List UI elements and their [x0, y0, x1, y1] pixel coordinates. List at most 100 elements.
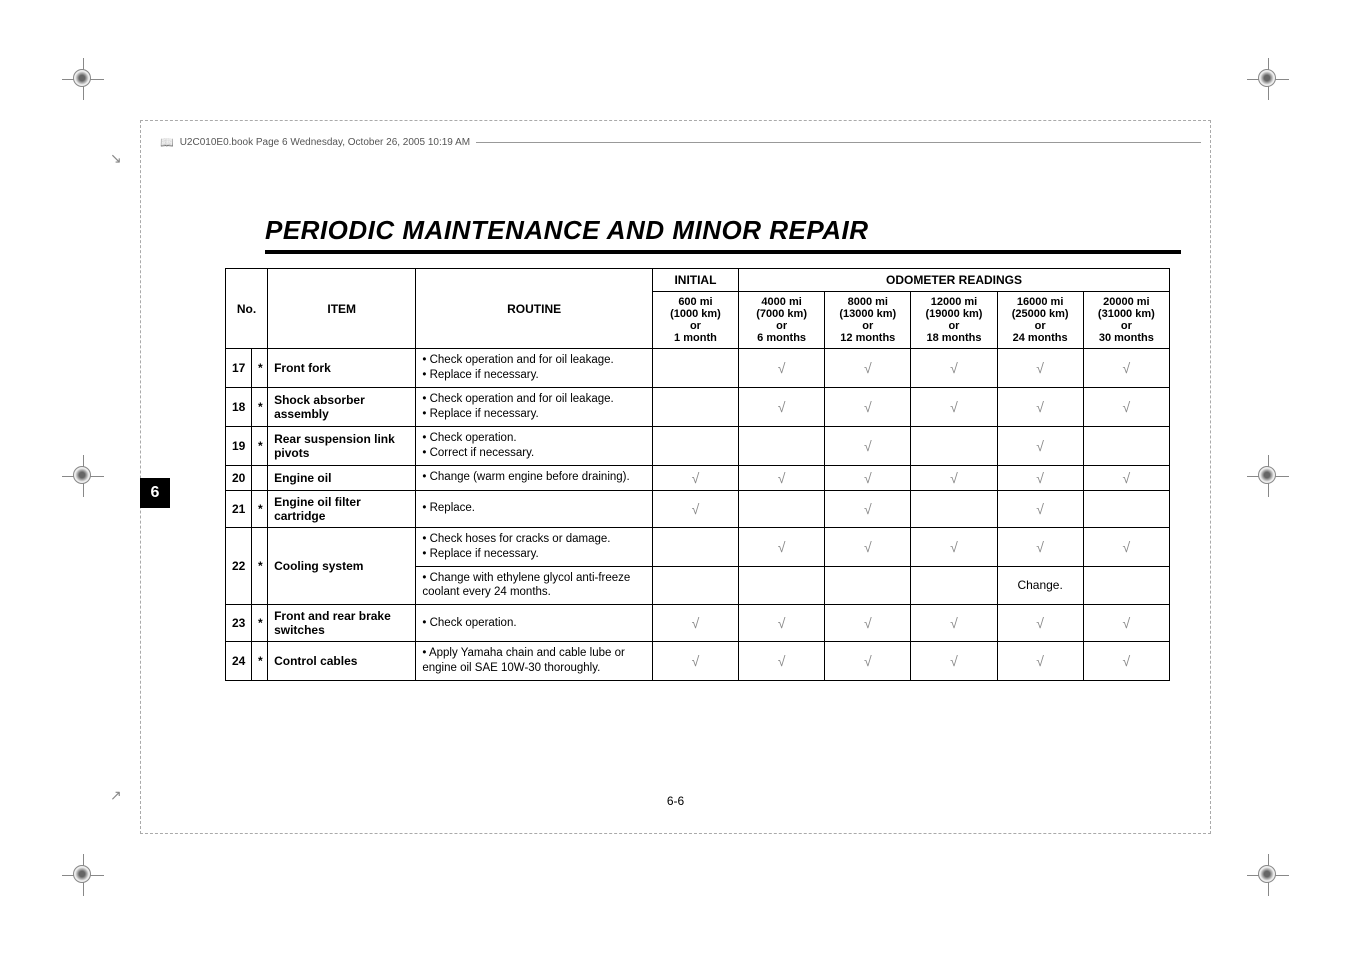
check-cell: √ [997, 605, 1083, 642]
check-cell [652, 566, 738, 605]
check-cell [652, 349, 738, 388]
interval-5: 20000 mi (31000 km) or 30 months [1083, 292, 1169, 349]
crop-arrow-icon: ↘ [110, 150, 122, 167]
check-cell: √ [652, 605, 738, 642]
row-item: Control cables [268, 642, 416, 681]
table-row: 19*Rear suspension link pivots• Check op… [226, 426, 1170, 465]
reg-mark-top-right [1247, 58, 1289, 100]
row-star: * [252, 527, 268, 605]
reg-mark-mid-right [1247, 455, 1289, 497]
page-title: PERIODIC MAINTENANCE AND MINOR REPAIR [265, 215, 1181, 246]
interval-4: 16000 mi (25000 km) or 24 months [997, 292, 1083, 349]
check-cell: √ [997, 527, 1083, 566]
check-cell: √ [739, 605, 825, 642]
row-no: 21 [226, 490, 252, 527]
chapter-tab: 6 [140, 478, 170, 508]
check-cell [652, 426, 738, 465]
check-cell [739, 566, 825, 605]
check-cell: √ [997, 465, 1083, 490]
check-cell: √ [1083, 349, 1169, 388]
check-cell: √ [911, 527, 997, 566]
interval-0: 600 mi (1000 km) or 1 month [652, 292, 738, 349]
check-cell: √ [825, 465, 911, 490]
row-item: Cooling system [268, 527, 416, 605]
check-cell: √ [825, 426, 911, 465]
check-cell [1083, 490, 1169, 527]
table-row: 23*Front and rear brake switches• Check … [226, 605, 1170, 642]
check-cell [652, 387, 738, 426]
check-cell [911, 426, 997, 465]
table-row: 20Engine oil• Change (warm engine before… [226, 465, 1170, 490]
check-cell: √ [1083, 387, 1169, 426]
check-cell [825, 566, 911, 605]
check-cell: √ [997, 642, 1083, 681]
check-cell [739, 426, 825, 465]
interval-3: 12000 mi (19000 km) or 18 months [911, 292, 997, 349]
row-routine: • Check operation. • Correct if necessar… [416, 426, 652, 465]
crop-arrow-icon: ↗ [110, 787, 122, 804]
page-number: 6-6 [667, 794, 684, 808]
section-title: PERIODIC MAINTENANCE AND MINOR REPAIR [265, 215, 1181, 254]
reg-mark-top-left [62, 58, 104, 100]
row-item: Engine oil [268, 465, 416, 490]
check-cell: √ [997, 426, 1083, 465]
row-routine: • Check operation and for oil leakage. •… [416, 387, 652, 426]
row-no: 22 [226, 527, 252, 605]
row-routine: • Apply Yamaha chain and cable lube or e… [416, 642, 652, 681]
check-cell [652, 527, 738, 566]
col-header-odometer: ODOMETER READINGS [739, 269, 1170, 292]
check-cell: √ [997, 349, 1083, 388]
title-rule [265, 250, 1181, 254]
row-star: * [252, 642, 268, 681]
book-header-text: U2C010E0.book Page 6 Wednesday, October … [180, 137, 470, 148]
check-cell: √ [825, 349, 911, 388]
table-row: 18*Shock absorber assembly• Check operat… [226, 387, 1170, 426]
row-star: * [252, 490, 268, 527]
check-cell: √ [825, 605, 911, 642]
maintenance-table-wrap: No. ITEM ROUTINE INITIAL ODOMETER READIN… [225, 268, 1170, 681]
check-cell: √ [739, 642, 825, 681]
check-cell: √ [1083, 527, 1169, 566]
row-no: 23 [226, 605, 252, 642]
check-cell: √ [997, 387, 1083, 426]
row-star: * [252, 387, 268, 426]
table-row: 22*Cooling system• Check hoses for crack… [226, 527, 1170, 566]
interval-1: 4000 mi (7000 km) or 6 months [739, 292, 825, 349]
check-cell: √ [1083, 465, 1169, 490]
col-header-initial: INITIAL [652, 269, 738, 292]
check-cell: √ [1083, 605, 1169, 642]
row-routine: • Check operation. [416, 605, 652, 642]
check-cell: √ [652, 642, 738, 681]
check-cell: √ [739, 465, 825, 490]
book-icon [160, 136, 174, 149]
check-cell: √ [652, 490, 738, 527]
row-item: Front and rear brake switches [268, 605, 416, 642]
row-item: Engine oil filter cartridge [268, 490, 416, 527]
row-item: Rear suspension link pivots [268, 426, 416, 465]
book-header: U2C010E0.book Page 6 Wednesday, October … [160, 136, 1201, 149]
check-cell: √ [739, 527, 825, 566]
check-cell: √ [825, 527, 911, 566]
row-routine: • Change (warm engine before draining). [416, 465, 652, 490]
header-rule [476, 142, 1201, 143]
check-cell: Change. [997, 566, 1083, 605]
col-header-no: No. [226, 269, 268, 349]
check-cell: √ [825, 642, 911, 681]
row-routine: • Check hoses for cracks or damage. • Re… [416, 527, 652, 566]
check-cell [1083, 426, 1169, 465]
row-no: 18 [226, 387, 252, 426]
row-star: * [252, 605, 268, 642]
check-cell: √ [911, 642, 997, 681]
table-row: 21*Engine oil filter cartridge• Replace.… [226, 490, 1170, 527]
check-cell: √ [652, 465, 738, 490]
chapter-number: 6 [151, 484, 160, 502]
check-cell [911, 566, 997, 605]
check-cell: √ [825, 387, 911, 426]
check-cell: √ [911, 605, 997, 642]
maintenance-table: No. ITEM ROUTINE INITIAL ODOMETER READIN… [225, 268, 1170, 681]
check-cell [739, 490, 825, 527]
row-item: Front fork [268, 349, 416, 388]
row-star: * [252, 426, 268, 465]
row-routine: • Change with ethylene glycol anti-freez… [416, 566, 652, 605]
row-item: Shock absorber assembly [268, 387, 416, 426]
